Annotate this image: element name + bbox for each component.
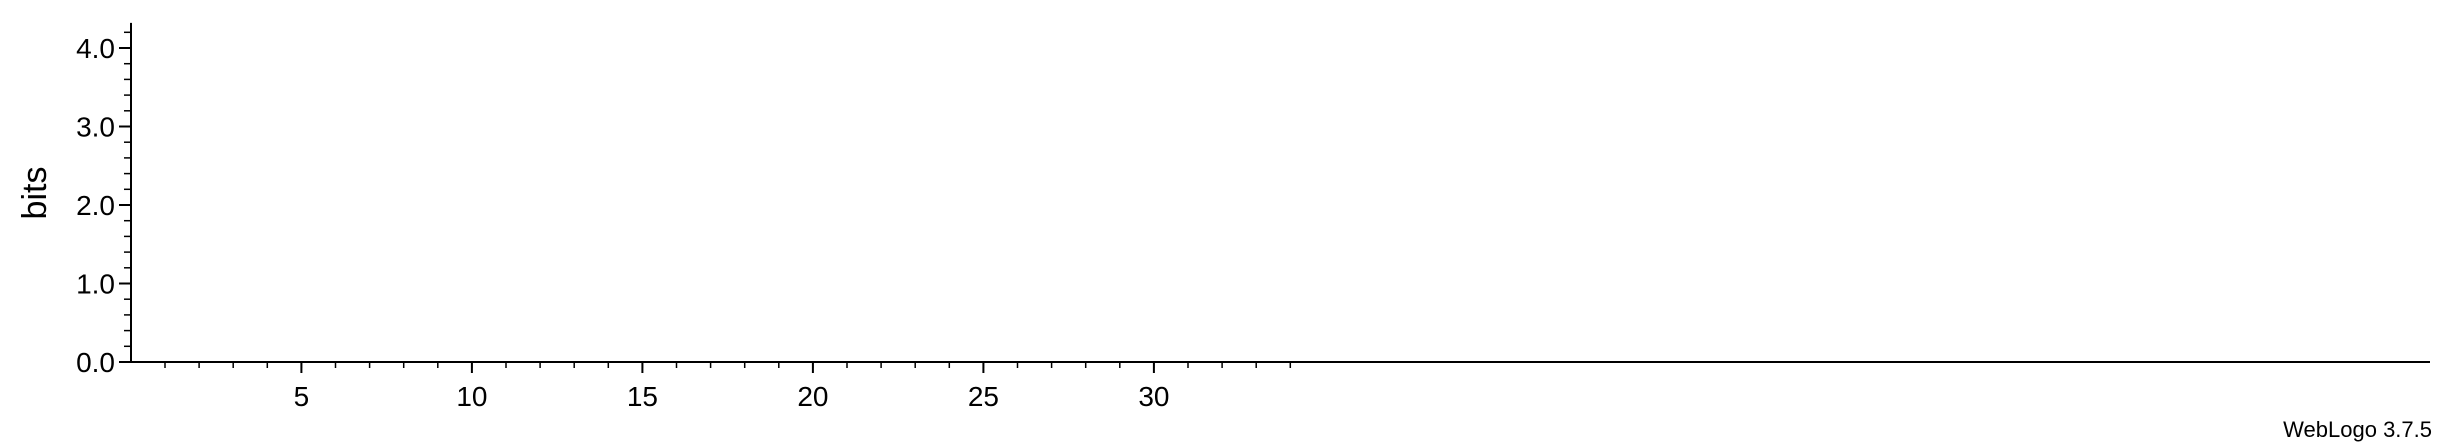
x-tick-label: 25 bbox=[968, 381, 999, 412]
x-tick-label: 15 bbox=[627, 381, 658, 412]
x-tick-label: 10 bbox=[456, 381, 487, 412]
y-tick-label: 2.0 bbox=[76, 190, 115, 221]
x-tick-label: 30 bbox=[1138, 381, 1169, 412]
y-axis: 0.0 1.0 2.0 3.0 4.0 bbox=[76, 22, 132, 378]
y-tick-label: 0.0 bbox=[76, 347, 115, 378]
y-tick-label: 4.0 bbox=[76, 33, 115, 64]
y-axis-label: bits bbox=[16, 167, 54, 220]
y-tick-label: 1.0 bbox=[76, 269, 115, 300]
y-tick-label: 3.0 bbox=[76, 112, 115, 143]
x-axis: 5 10 15 20 25 30 bbox=[131, 361, 2430, 412]
x-tick-label: 5 bbox=[294, 381, 310, 412]
weblogo-credit: WebLogo 3.7.5 bbox=[2283, 417, 2432, 442]
x-tick-label: 20 bbox=[797, 381, 828, 412]
